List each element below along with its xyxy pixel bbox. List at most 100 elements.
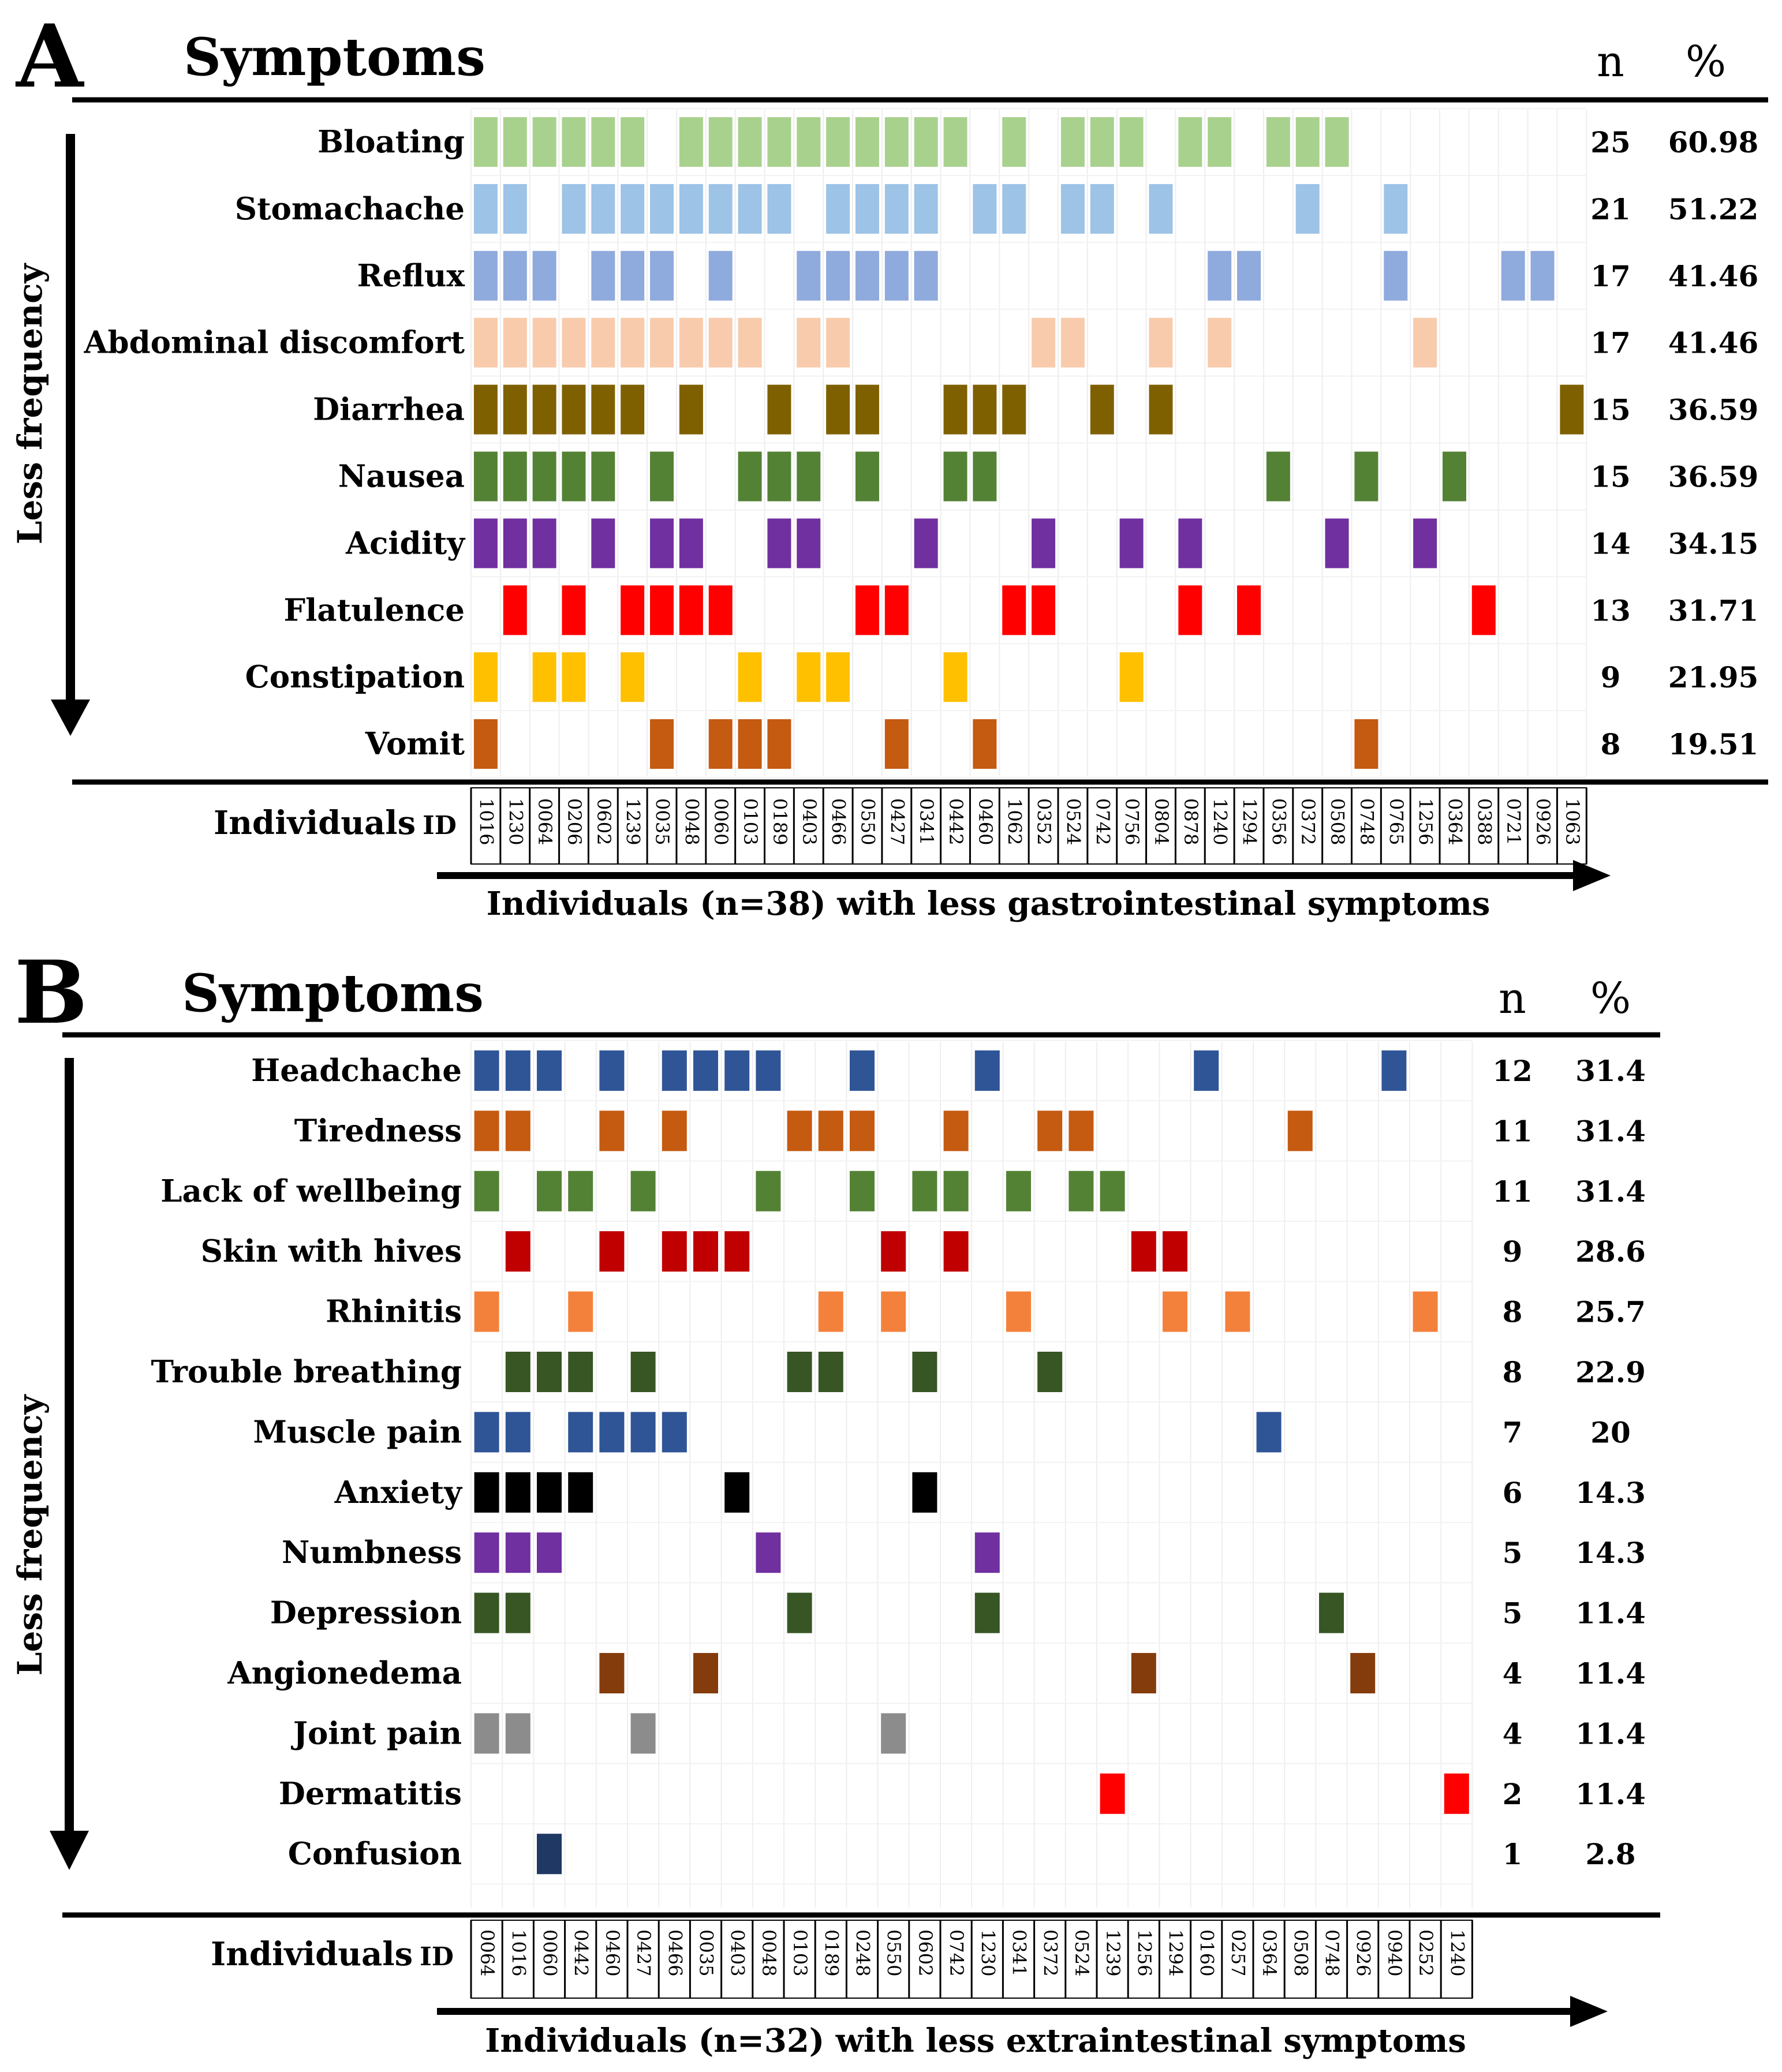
panel-b-symptom-cell — [505, 1532, 531, 1573]
panel-b-individual-id: 0403 — [727, 1929, 749, 1976]
panel-a-symptom-cell — [1119, 518, 1144, 569]
panel-b-row-label: Trouble breathing — [151, 1354, 462, 1390]
panel-a-symptom-cell — [503, 250, 527, 301]
panel-b-symptom-cell — [537, 1170, 562, 1211]
panel-a-symptom-cell — [1178, 585, 1202, 635]
panel-a-symptom-cell — [767, 117, 791, 167]
panel-b-symptom-cell — [756, 1050, 781, 1091]
panel-b-individual-id: 0372 — [1040, 1929, 1062, 1976]
panel-a-row: Vomit 8 19.51 — [365, 719, 1758, 769]
panel-a-symptom-cell — [1149, 317, 1173, 368]
panel-b-symptom-cell — [474, 1110, 499, 1151]
panel-b-row-pct: 11.4 — [1575, 1656, 1646, 1690]
panel-b-symptom-cell — [787, 1110, 812, 1151]
panel-a-symptom-cell — [1384, 184, 1408, 234]
panel-a-symptom-cell — [708, 585, 733, 635]
panel-a-row: Reflux 17 41.46 — [357, 250, 1758, 301]
panel-b-letter: B — [14, 942, 88, 1044]
panel-b-symptom-cell — [474, 1472, 499, 1513]
panel-a-symptom-cell — [1560, 384, 1584, 435]
panel-b-row-label: Joint pain — [291, 1715, 462, 1751]
panel-b-symptom-cell — [1131, 1231, 1156, 1272]
panel-a-symptom-cell — [1178, 518, 1202, 569]
panel-b-individual-id: 0189 — [820, 1929, 842, 1976]
panel-a-symptom-cell — [1032, 518, 1056, 569]
panel-b-row: Depression 5 11.4 — [270, 1592, 1646, 1633]
panel-b-side-arrow — [50, 1058, 89, 1870]
panel-a-symptom-cell — [1208, 317, 1232, 368]
panel-a-symptom-cell — [767, 184, 791, 234]
panel-b-individual-id: 0442 — [570, 1929, 592, 1976]
panel-a-symptom-cell — [562, 451, 586, 502]
panel-b-row-n: 11 — [1492, 1175, 1533, 1209]
panel-b-row-n: 4 — [1503, 1716, 1523, 1751]
panel-a-individual-id: 1016 — [475, 798, 497, 845]
panel-a-symptom-cell — [708, 317, 733, 368]
panel-a-row: Nausea 15 36.59 — [338, 451, 1759, 502]
panel-a-symptom-cell — [1237, 585, 1261, 635]
panel-b-symptom-cell — [568, 1170, 593, 1211]
panel-a-individual-id: 0388 — [1473, 798, 1495, 845]
panel-a-row-pct: 34.15 — [1668, 526, 1759, 560]
panel-a-symptom-cell — [943, 451, 967, 502]
panel-b-row-label: Dermatitis — [279, 1776, 462, 1812]
panel-b-symptom-cell — [1069, 1170, 1094, 1211]
panel-b-symptom-cell — [693, 1231, 718, 1272]
panel-a-symptom-cell — [943, 384, 967, 435]
panel-a-ylabel: Less frequency — [10, 263, 50, 545]
panel-a-individual-id: 0508 — [1327, 798, 1348, 845]
panel-a-individual-id: 0341 — [916, 798, 937, 845]
panel-b-symptom-cell — [1194, 1050, 1219, 1091]
panel-a-symptom-cell — [1266, 117, 1290, 167]
panel-a-id-labels: 1016 1230 0064 0206 0602 1239 0035 0048 0060 0103… — [470, 787, 1587, 865]
panel-a-symptom-cell — [473, 117, 498, 167]
panel-a-symptom-cell — [1002, 384, 1026, 435]
panel-a-symptom-cell — [503, 184, 527, 234]
panel-b-individual-id: 0466 — [664, 1929, 686, 1976]
panel-b-row: Tiredness 11 31.4 — [294, 1110, 1646, 1151]
panel-b-symptom-cell — [662, 1110, 687, 1151]
panel-a-symptom-cell — [884, 117, 909, 167]
panel-a-symptom-cell — [1032, 317, 1056, 368]
panel-a-symptom-cell — [767, 384, 791, 435]
panel-b-symptom-cell — [630, 1352, 656, 1392]
panel-b-symptom-cell — [943, 1231, 969, 1272]
panel-a-n-header: n — [1597, 37, 1624, 87]
panel-a-symptom-cell — [855, 184, 879, 234]
panel-b-row-pct: 28.6 — [1575, 1235, 1646, 1269]
panel-b-symptom-cell — [568, 1472, 593, 1513]
panel-a-symptom-cell — [738, 317, 762, 368]
panel-b-symptom-cell — [974, 1592, 1000, 1633]
panel-a-individual-id: 0765 — [1385, 798, 1407, 845]
panel-b-row-n: 9 — [1503, 1235, 1523, 1269]
panel-b-row-pct: 11.4 — [1575, 1716, 1646, 1751]
panel-b-symptom-cell — [505, 1050, 531, 1091]
panel-a-symptom-cell — [767, 719, 791, 769]
panel-b-individual-id: 0252 — [1415, 1929, 1437, 1976]
panel-a-row-label: Diarrhea — [313, 392, 465, 428]
panel-a-symptom-cell — [884, 250, 909, 301]
panel-b-row: Anxiety 6 14.3 — [334, 1472, 1646, 1513]
panel-a-symptom-cell — [1060, 117, 1085, 167]
panel-b-row-n: 11 — [1492, 1114, 1533, 1148]
panel-a-symptom-cell — [1032, 585, 1056, 635]
panel-a-symptom-cell — [767, 451, 791, 502]
panel-a-symptom-cell — [797, 451, 821, 502]
panel-a-row: Abdominal discomfort 17 41.46 — [83, 317, 1758, 368]
panel-a-symptom-cell — [1471, 585, 1496, 635]
panel-a-symptom-cell — [738, 652, 762, 702]
panel-a-symptom-cell — [679, 117, 703, 167]
panel-a-symptom-cell — [708, 250, 733, 301]
panel-a-symptom-cell — [679, 384, 703, 435]
panel-a-symptom-cell — [826, 384, 850, 435]
panel-a-symptom-cell — [503, 518, 527, 569]
panel-a-symptom-cell — [1413, 317, 1437, 368]
panel-a-row-label: Nausea — [338, 459, 465, 495]
panel-a-row-pct: 36.59 — [1668, 460, 1759, 494]
panel-b-row: Dermatitis 2 11.4 — [279, 1773, 1646, 1814]
panel-b-individual-id: 0103 — [789, 1929, 811, 1976]
panel-a-symptom-cell — [797, 117, 821, 167]
panel-a-row-n: 8 — [1601, 727, 1621, 761]
panel-b-symptom-cell — [787, 1592, 812, 1633]
panel-a-individual-id: 0356 — [1268, 798, 1290, 845]
